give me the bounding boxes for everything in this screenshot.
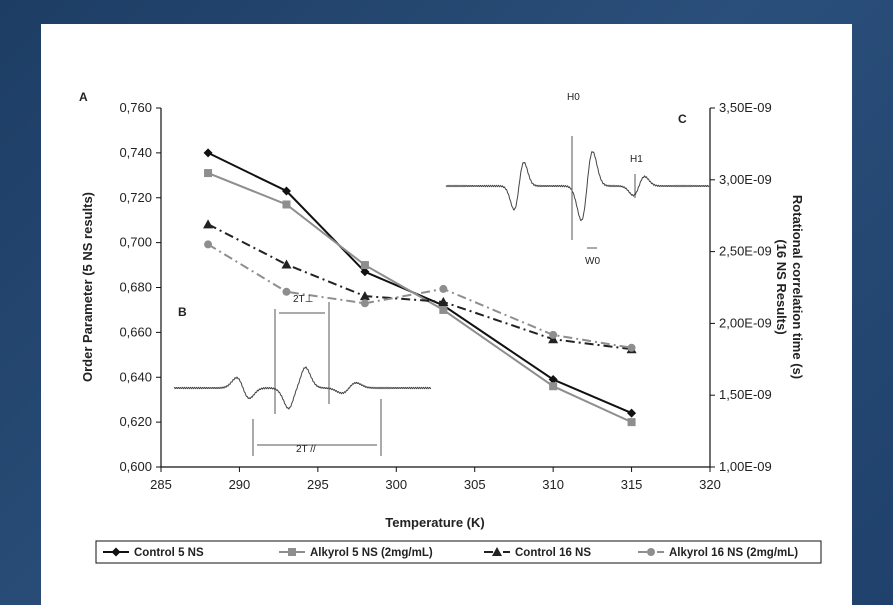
epr-spectrum-b [174,366,432,410]
epr-spectra-insets [174,136,710,456]
data-point [549,382,558,391]
series-line [207,172,633,424]
y2-tick-label: 1,50E-09 [719,387,772,402]
x-tick-label: 290 [229,477,251,492]
legend-item: Alkyrol 16 NS (2mg/mL) [638,547,798,559]
x-tick-label: 315 [621,477,643,492]
panel-label-b: B [178,305,187,319]
data-point [627,418,636,427]
y-axis-title: Order Parameter (5 NS results) [80,192,95,382]
y-tick-label: 0,740 [119,145,152,160]
legend-label: Alkyrol 5 NS (2mg/mL) [310,547,433,559]
y-tick-label: 0,680 [119,280,152,295]
series-alkyrol-5-ns-2mg-ml [204,169,636,427]
label-2t-par: 2T // [296,444,316,455]
legend-marker [492,547,502,556]
epr-chart: 285 290 295 300 305 310 315 320 0,600 0,620 0,640 0… [79,90,822,564]
y-tick-label: 0,660 [119,324,152,339]
label-2t-perp: 2T⊥ [293,294,313,305]
legend-marker [288,548,296,556]
data-point [360,267,370,277]
data-point [282,200,291,209]
legend-item: Control 16 NS [484,547,591,559]
panel-label-c: C [678,112,687,126]
data-point [281,259,292,269]
x-tick-label: 295 [307,477,329,492]
data-point [627,343,636,352]
y2-tick-label: 2,00E-09 [719,315,772,330]
legend-item: Control 5 NS [103,547,204,559]
legend-item: Alkyrol 5 NS (2mg/mL) [279,547,433,559]
legend-marker [111,547,121,557]
x-axis-title: Temperature (K) [385,515,484,530]
data-point [281,186,291,196]
legend-label: Control 5 NS [134,547,204,559]
data-point [203,219,214,229]
label-w0: W0 [585,256,600,267]
data-point [627,408,637,418]
data-point [360,261,369,270]
x-tick-label: 320 [699,477,721,492]
data-point [282,287,291,296]
epr-spectrum-c [445,150,710,222]
y2-axis-title-line2: (16 NS Results) [774,239,789,334]
data-point [549,330,558,339]
y-tick-label: 0,620 [119,414,152,429]
data-point [438,296,449,306]
legend-label: Control 16 NS [515,547,591,559]
y-tick-label: 0,600 [119,459,152,474]
series-line [207,243,632,349]
legend-label: Alkyrol 16 NS (2mg/mL) [669,547,798,559]
data-point [204,240,213,249]
data-point [439,284,448,293]
y-tick-label: 0,760 [119,100,152,115]
figure-card: 285 290 295 300 305 310 315 320 0,600 0,620 0,640 0… [41,24,852,605]
y-tick-label: 0,720 [119,190,152,205]
data-point [203,148,213,158]
y2-tick-label: 1,00E-09 [719,459,772,474]
legend-box [95,540,822,564]
data-point [360,299,369,308]
x-tick-label: 285 [150,477,172,492]
label-h1: H1 [630,154,643,165]
data-point [439,305,448,314]
y-tick-label: 0,700 [119,235,152,250]
legend-marker [647,548,655,556]
label-h0: H0 [567,92,580,103]
panel-label-a: A [79,90,88,104]
y-tick-label: 0,640 [119,369,152,384]
series-alkyrol-16-ns-2mg-ml [204,240,636,352]
y2-tick-label: 3,00E-09 [719,172,772,187]
data-point [548,374,558,384]
x-tick-label: 310 [542,477,564,492]
x-tick-label: 305 [464,477,486,492]
y2-tick-label: 3,50E-09 [719,100,772,115]
series-line [207,223,632,351]
series-line [207,152,632,415]
data-point [359,291,370,301]
data-point [204,169,213,178]
y2-tick-label: 2,50E-09 [719,244,772,259]
x-tick-label: 300 [385,477,407,492]
y2-axis-title-line1: Rotational correlation time (s) [790,195,805,379]
